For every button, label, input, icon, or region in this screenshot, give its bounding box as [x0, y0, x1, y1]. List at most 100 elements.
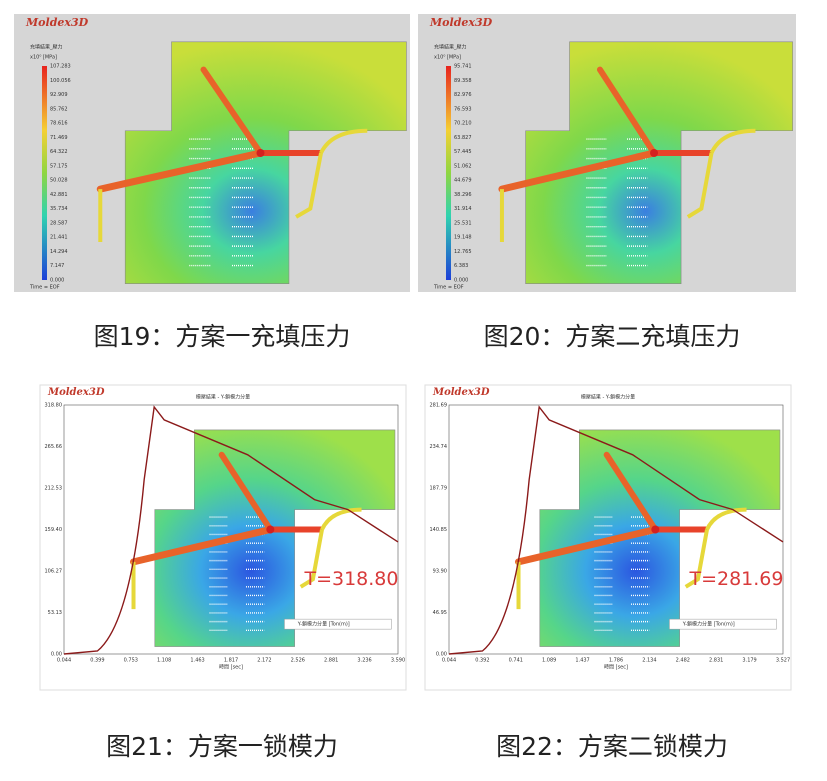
y-tick-label: 187.79 — [430, 486, 448, 492]
y-tick-label: 212.53 — [45, 486, 63, 492]
runner — [515, 526, 659, 566]
gate — [256, 149, 265, 157]
model — [130, 429, 396, 647]
color-bar-label: 78.616 — [50, 121, 68, 127]
color-bar — [446, 66, 451, 280]
x-tick-label: 2.831 — [709, 658, 723, 664]
force-curve — [448, 405, 784, 655]
color-bar-label: 14.294 — [50, 249, 68, 255]
color-bar-label: 82.976 — [454, 92, 472, 98]
runner — [596, 66, 658, 156]
color-bar-label: 50.028 — [50, 178, 68, 184]
panel: Moldex3D 充填結果_壓力 x10⁰ [MPa] 95.741 89.358 82.… — [418, 14, 796, 292]
figure-caption: 图21：方案一锁模力 — [106, 732, 338, 761]
legend-label: Y-鎖模力分量 [Ton(m)] — [682, 621, 735, 628]
color-bar-label: 21.441 — [50, 235, 68, 241]
color-bar-label: 31.914 — [454, 206, 472, 212]
plot-title: 模壓結果 - Y-鎖模力分量 — [581, 394, 635, 401]
x-tick-label: 0.741 — [509, 658, 523, 664]
x-axis-label: 時間 [sec] — [604, 665, 628, 671]
y-tick-label: 106.27 — [45, 569, 63, 575]
legend-box — [284, 618, 392, 630]
color-bar — [42, 66, 47, 280]
color-bar-label: 25.531 — [454, 220, 472, 226]
x-tick-label: 3.527 — [776, 658, 790, 664]
logo: Moldex3D — [429, 16, 493, 29]
logo: Moldex3D — [432, 387, 490, 398]
x-tick-label: 2.482 — [676, 658, 690, 664]
color-bar-label: 63.827 — [454, 135, 472, 141]
panel: Moldex3D 充填結果_壓力 x10⁰ [MPa] 107.283 100.056 9… — [14, 14, 410, 292]
color-bar-label: 38.296 — [454, 192, 472, 198]
color-bar-label: 6.383 — [454, 263, 468, 269]
x-tick-label: 1.786 — [609, 658, 623, 664]
y-tick-label: 140.85 — [430, 527, 448, 533]
color-bar-label: 76.593 — [454, 106, 472, 112]
figure-caption: 图22：方案二锁模力 — [496, 732, 728, 761]
color-bar-label: 51.062 — [454, 163, 472, 169]
color-bar-label: 44.679 — [454, 178, 472, 184]
x-tick-label: 0.753 — [124, 658, 138, 664]
legend-unit: x10⁰ [MPa] — [30, 55, 57, 61]
runner — [96, 149, 264, 193]
x-tick-label: 1.817 — [224, 658, 238, 664]
color-bar-label: 28.587 — [50, 220, 68, 226]
color-bar-label: 95.741 — [454, 64, 472, 70]
x-tick-label: 0.044 — [57, 658, 71, 664]
color-bar-label: 57.175 — [50, 163, 68, 169]
color-bar-label: 71.469 — [50, 135, 68, 141]
color-bar-label: 64.322 — [50, 149, 68, 155]
color-bar-label: 0.000 — [454, 278, 468, 284]
part-body — [154, 429, 396, 647]
x-tick-label: 1.089 — [542, 658, 556, 664]
color-bar-label: 0.000 — [50, 278, 64, 284]
figure-caption: 图20：方案二充填压力 — [484, 322, 741, 351]
time-label: Time = EOF — [433, 285, 464, 291]
y-tick-label: 53.13 — [48, 610, 62, 616]
x-tick-label: 2.172 — [257, 658, 271, 664]
y-tick-label: 318.80 — [45, 403, 63, 409]
runner — [516, 507, 747, 610]
color-bar-label: 70.210 — [454, 121, 472, 127]
y-tick-label: 46.95 — [433, 610, 447, 616]
y-tick-label: 159.40 — [45, 527, 63, 533]
runner — [200, 66, 264, 156]
color-bar-label: 19.148 — [454, 235, 472, 241]
color-bar-label: 89.358 — [454, 78, 472, 84]
model — [498, 41, 793, 284]
x-tick-label: 3.179 — [742, 658, 756, 664]
y-tick-label: 281.69 — [430, 403, 448, 409]
time-label: Time = EOF — [29, 285, 60, 291]
x-tick-label: 3.236 — [357, 658, 371, 664]
force-curve — [63, 405, 399, 655]
runner — [499, 128, 756, 242]
x-tick-label: 2.526 — [291, 658, 305, 664]
result-label: T=318.80 — [303, 568, 398, 590]
part-body — [124, 41, 407, 284]
panel: Moldex3D 模壓結果 - Y-鎖模力分量 318.80 265.66 212.53… — [39, 384, 407, 691]
x-tick-label: 0.399 — [90, 658, 104, 664]
result-label: T=281.69 — [688, 568, 783, 590]
color-bar-label: 42.881 — [50, 192, 68, 198]
runner — [218, 451, 274, 533]
color-bar-label: 92.909 — [50, 92, 68, 98]
runner — [130, 526, 274, 566]
x-axis-label: 時間 [sec] — [219, 665, 243, 671]
part-body — [525, 41, 793, 284]
part-body — [539, 429, 781, 647]
color-bar-label: 100.056 — [50, 78, 71, 84]
runner — [98, 128, 368, 242]
y-tick-label: 0.00 — [51, 652, 62, 658]
model — [96, 41, 407, 284]
gate — [266, 525, 275, 534]
legend-title: 充填結果_壓力 — [434, 44, 467, 51]
legend-title: 充填結果_壓力 — [30, 44, 63, 51]
runner — [498, 149, 658, 193]
x-tick-label: 1.437 — [575, 658, 589, 664]
x-tick-label: 1.463 — [190, 658, 204, 664]
x-tick-label: 0.044 — [442, 658, 456, 664]
runner — [131, 507, 362, 610]
color-bar-label: 12.765 — [454, 249, 472, 255]
legend-box — [669, 618, 777, 630]
